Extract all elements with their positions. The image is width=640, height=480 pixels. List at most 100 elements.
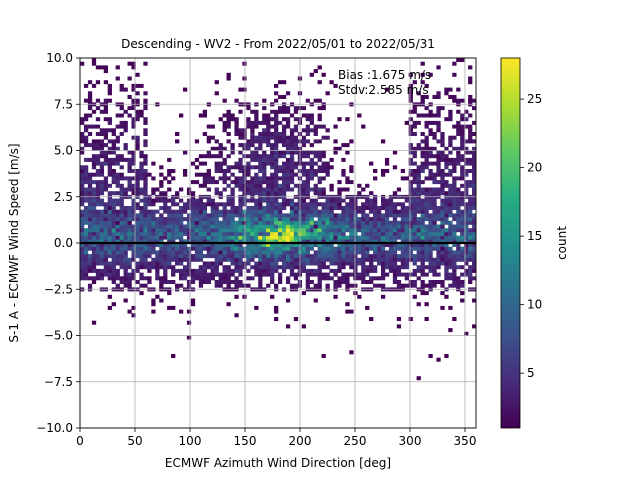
heatmap-cell [412,206,417,210]
heatmap-cell [464,161,469,166]
heatmap-cell [210,146,215,151]
heatmap-cell [119,231,124,236]
heatmap-cell [151,191,156,196]
heatmap-cell [186,187,192,192]
heatmap-cell [420,243,425,247]
heatmap-cell [171,235,176,240]
heatmap-cell [230,213,235,218]
heatmap-cell [270,235,275,240]
heatmap-cell [238,143,243,148]
heatmap-cell [107,220,112,225]
heatmap-cell [175,213,180,218]
heatmap-cell [361,124,366,129]
heatmap-cell [309,172,314,177]
heatmap-cell [175,217,180,222]
heatmap-cell [186,220,192,225]
heatmap-cell [226,124,231,129]
heatmap-cell [230,146,235,151]
heatmap-cell [103,265,109,270]
heatmap-cell [460,217,465,222]
heatmap-cell [444,146,449,151]
heatmap-cell [333,268,338,273]
heatmap-cell [341,261,346,266]
heatmap-cell [444,354,449,358]
heatmap-cell [262,243,267,247]
heatmap-cell [123,206,128,210]
heatmap-cell [214,250,219,255]
heatmap-cell [329,80,334,85]
heatmap-cell [373,276,378,281]
heatmap-cell [345,302,350,307]
heatmap-cell [281,128,287,133]
heatmap-cell [278,176,283,181]
heatmap-cell [186,272,192,277]
heatmap-cell [313,235,318,240]
heatmap-cell [210,235,215,240]
heatmap-cell [143,91,148,96]
heatmap-cell [369,254,374,259]
heatmap-cell [179,261,184,266]
heatmap-cell [242,165,247,170]
heatmap-cell [190,191,196,196]
heatmap-cell [258,254,263,259]
heatmap-cell [333,280,338,284]
heatmap-cell [380,268,386,273]
heatmap-cell [171,250,176,255]
heatmap-cell [155,250,160,255]
heatmap-cell [274,206,279,210]
heatmap-cell [472,261,476,266]
heatmap-cell [222,254,227,259]
heatmap-cell [337,239,342,244]
heatmap-cell [404,224,409,229]
heatmap-cell [103,257,109,262]
heatmap-cell [99,261,105,266]
heatmap-cell [448,187,453,192]
heatmap-cell [151,309,156,314]
heatmap-cell [135,135,140,140]
heatmap-cell [266,124,271,129]
heatmap-cell [428,257,433,262]
heatmap-cell [143,128,148,133]
heatmap-cell [91,124,97,129]
heatmap-cell [143,180,148,185]
heatmap-cell [365,272,370,277]
heatmap-cell [119,132,124,136]
heatmap-cell [254,272,259,277]
heatmap-cell [250,150,255,155]
heatmap-cell [262,213,267,218]
heatmap-cell [365,231,370,236]
heatmap-cell [293,254,299,259]
heatmap-cell [400,169,406,173]
colorbar-tick-label: 20 [527,161,542,175]
heatmap-cell [135,265,140,270]
heatmap-cell [388,235,394,240]
heatmap-cell [448,95,453,99]
heatmap-cell [317,283,322,288]
heatmap-cell [266,132,271,136]
heatmap-cell [143,98,148,103]
heatmap-cell [365,265,370,270]
heatmap-cell [432,187,437,192]
heatmap-cell [436,172,441,177]
heatmap-cell [139,291,144,296]
heatmap-cell [143,265,148,270]
heatmap-cell [424,157,429,162]
heatmap-cell [309,202,314,207]
heatmap-cell [384,228,390,233]
heatmap-cell [392,235,398,240]
heatmap-cell [230,231,235,236]
heatmap-cell [147,224,152,229]
heatmap-cell [274,243,279,247]
heatmap-cell [123,120,128,125]
heatmap-cell [91,276,97,281]
heatmap-cell [254,183,259,188]
heatmap-cell [285,202,291,207]
heatmap-cell [289,265,295,270]
heatmap-cell [270,280,275,284]
heatmap-cell [456,220,461,225]
heatmap-cell [361,187,366,192]
heatmap-cell [258,161,263,166]
heatmap-cell [147,265,152,270]
heatmap-cell [369,206,374,210]
heatmap-cell [91,261,97,266]
